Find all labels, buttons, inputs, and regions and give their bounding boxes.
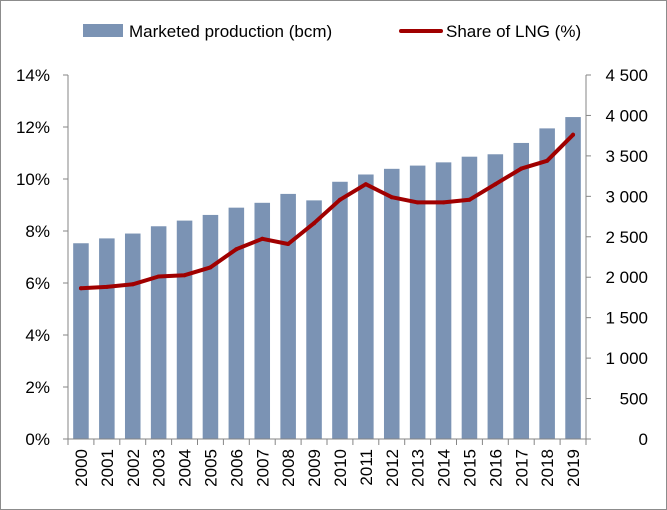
production-bar — [332, 181, 348, 440]
axes — [67, 75, 587, 440]
production-bar — [358, 174, 374, 439]
lng-share-point — [545, 158, 550, 163]
production-bar — [280, 193, 296, 439]
x-tick-label: 2018 — [538, 449, 557, 487]
production-bar — [409, 165, 426, 439]
x-tick-label: 2012 — [383, 449, 402, 487]
x-axis-ticks: 2000 2001 2002 2003 2004 2005 2006 2007 2008 2009… — [67, 439, 587, 487]
lng-share-point — [337, 197, 342, 202]
lng-share-point — [467, 197, 472, 202]
lng-share-point — [130, 282, 135, 287]
right-tick-label: 4 000 — [605, 106, 648, 125]
x-tick-label: 2005 — [201, 449, 220, 487]
production-bar — [202, 214, 219, 439]
production-bar — [383, 168, 400, 439]
production-bar — [254, 202, 271, 439]
right-tick-label: 3 500 — [605, 147, 648, 166]
lng-share-point — [571, 132, 576, 137]
lng-share-point — [312, 221, 317, 226]
lng-share-point — [156, 274, 161, 279]
production-bar — [99, 238, 115, 439]
x-tick-label: 2002 — [124, 449, 143, 487]
right-tick-label: 500 — [620, 390, 648, 409]
lng-share-point — [519, 166, 524, 171]
right-tick-label: 1 000 — [605, 349, 648, 368]
lng-share-line-group — [78, 132, 576, 291]
production-bar — [124, 233, 141, 439]
production-bar — [435, 162, 452, 440]
production-bar — [461, 156, 478, 439]
x-tick-label: 2008 — [279, 449, 298, 487]
production-bar — [306, 200, 322, 439]
legend-swatch-production — [83, 24, 123, 37]
lng-share-line — [79, 132, 575, 291]
production-bar — [228, 207, 245, 439]
x-tick-label: 2007 — [253, 449, 272, 487]
x-tick-label: 2006 — [227, 449, 246, 487]
x-tick-label: 2001 — [98, 449, 117, 487]
production-bar — [487, 154, 504, 439]
left-tick-label: 4% — [25, 326, 50, 345]
x-tick-label: 2017 — [512, 449, 531, 487]
left-tick-label: 10% — [16, 170, 50, 189]
x-tick-label: 2011 — [357, 449, 376, 486]
right-tick-label: 3 000 — [605, 187, 648, 206]
x-tick-label: 2003 — [150, 449, 169, 487]
lng-share-point — [208, 265, 213, 270]
x-tick-label: 2013 — [409, 449, 428, 487]
right-tick-label: 0 — [639, 430, 648, 449]
lng-share-point — [415, 200, 420, 205]
left-tick-label: 12% — [16, 118, 50, 137]
lng-share-point — [234, 247, 239, 252]
x-tick-label: 2004 — [176, 449, 195, 487]
legend-label-lng-share: Share of LNG (%) — [446, 22, 581, 41]
x-tick-label: 2000 — [72, 449, 91, 487]
right-tick-label: 1 500 — [605, 309, 648, 328]
production-bar — [565, 117, 581, 439]
x-tick-label: 2015 — [460, 449, 479, 487]
lng-share-point — [182, 273, 187, 278]
x-tick-label: 2014 — [435, 449, 454, 487]
lng-share-point — [441, 200, 446, 205]
left-tick-label: 8% — [25, 222, 50, 241]
lng-share-point — [286, 242, 291, 246]
legend-label-production: Marketed production (bcm) — [129, 22, 332, 41]
x-tick-label: 2019 — [564, 449, 583, 487]
x-tick-label: 2016 — [486, 449, 505, 487]
legend: Marketed production (bcm) Share of LNG (… — [83, 22, 581, 41]
left-tick-label: 0% — [25, 430, 50, 449]
production-bar — [73, 243, 89, 439]
production-bar — [176, 220, 193, 439]
lng-share-point — [363, 182, 368, 187]
x-tick-label: 2009 — [305, 449, 324, 487]
lng-share-point — [104, 284, 109, 289]
lng-share-point — [493, 182, 498, 187]
right-tick-label: 2 000 — [605, 268, 648, 287]
left-tick-label: 14% — [16, 66, 50, 85]
right-axis-ticks: 0 500 1 000 1 500 2 000 2 500 3 000 3 500 4 000 4… — [586, 66, 648, 449]
left-tick-label: 6% — [25, 274, 50, 293]
production-bar — [539, 128, 555, 440]
lng-share-point — [78, 286, 83, 291]
right-tick-label: 4 500 — [605, 66, 648, 85]
production-bar — [150, 226, 167, 439]
left-axis-ticks: 0% 2% 4% 6% 8% 10% 12% 14% — [16, 66, 68, 449]
lng-share-point — [389, 195, 394, 200]
left-tick-label: 2% — [25, 378, 50, 397]
production-bar — [513, 142, 530, 440]
right-tick-label: 2 500 — [605, 228, 648, 247]
x-tick-label: 2010 — [331, 449, 350, 487]
lng-share-point — [260, 236, 265, 241]
